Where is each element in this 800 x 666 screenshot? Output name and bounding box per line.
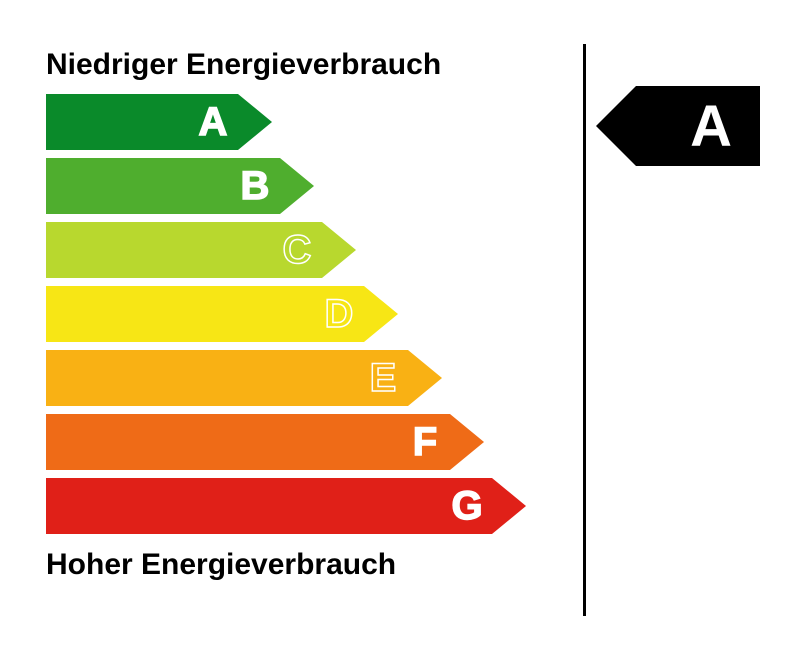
energy-bars: ABCDEFG — [46, 94, 563, 534]
energy-label-panel: Niedriger Energieverbrauch ABCDEFG Hoher… — [46, 44, 586, 616]
energy-bar-c: C — [46, 222, 563, 278]
energy-bar-letter: D — [314, 286, 364, 342]
energy-bar-letter: A — [188, 94, 238, 150]
energy-bar-letter: B — [230, 158, 280, 214]
rating-letter: A — [596, 86, 760, 166]
energy-bar-d: D — [46, 286, 563, 342]
high-consumption-label: Hoher Energieverbrauch — [46, 534, 563, 582]
rating-badge: A — [596, 86, 760, 166]
energy-bar-letter: G — [442, 478, 492, 534]
energy-bar-g: G — [46, 478, 563, 534]
energy-bar-letter: F — [400, 414, 450, 470]
energy-bar-b: B — [46, 158, 563, 214]
energy-bar-a: A — [46, 94, 563, 150]
energy-bar-letter: E — [358, 350, 408, 406]
energy-bar-letter: C — [272, 222, 322, 278]
energy-bar-f: F — [46, 414, 563, 470]
energy-bar-arrow-icon — [46, 94, 272, 150]
energy-bar-e: E — [46, 350, 563, 406]
low-consumption-label: Niedriger Energieverbrauch — [46, 44, 563, 94]
